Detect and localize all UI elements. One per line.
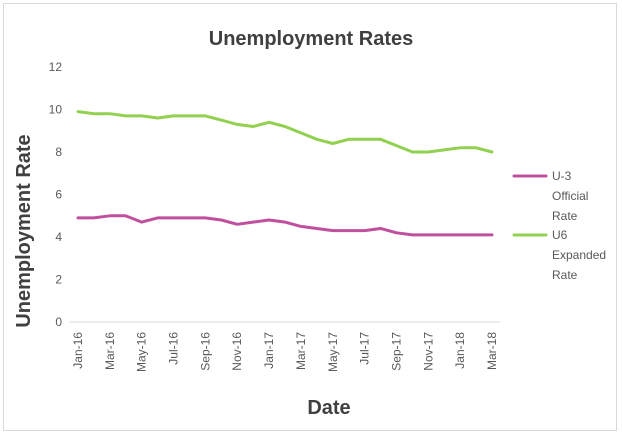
x-axis-title: Date [307, 397, 350, 419]
legend-label: Expanded [552, 248, 606, 262]
y-tick-label: 2 [55, 273, 62, 287]
x-tick-label: Mar-17 [294, 332, 308, 370]
x-axis-ticks: Jan-16 Mar-16 May-16 Jul-16 Sep-16 Nov-16 Jan-… [71, 332, 499, 372]
series-line-u6 [76, 110, 494, 154]
x-tick-label: Jul-16 [167, 332, 181, 365]
y-tick-label: 4 [55, 230, 62, 244]
legend-label: U6 [552, 228, 568, 242]
x-tick-label: May-16 [135, 332, 149, 372]
y-tick-label: 8 [55, 145, 62, 159]
x-tick-label: May-17 [326, 332, 340, 372]
series-line-u3 [76, 214, 494, 237]
y-tick-label: 0 [55, 315, 62, 329]
x-tick-label: Jan-18 [453, 332, 467, 369]
y-axis-title: Unemployment Rate [13, 134, 35, 327]
legend-label: Rate [552, 209, 578, 223]
y-tick-label: 10 [49, 103, 63, 117]
x-tick-label: Jan-17 [262, 332, 276, 369]
y-tick-label: 12 [49, 60, 63, 74]
y-tick-label: 6 [55, 188, 62, 202]
legend-label: Official [552, 189, 588, 203]
x-tick-label: Jan-16 [71, 332, 85, 369]
series-layer [76, 110, 494, 237]
y-axis-ticks: 0 2 4 6 8 10 12 [49, 60, 63, 329]
x-tick-label: Nov-17 [421, 332, 435, 371]
x-tick-label: Mar-18 [485, 332, 499, 370]
legend-label: Rate [552, 268, 578, 282]
x-tick-label: Sep-16 [198, 332, 212, 371]
legend-label: U-3 [552, 169, 572, 183]
x-tick-label: Nov-16 [230, 332, 244, 371]
x-tick-label: Mar-16 [103, 332, 117, 370]
x-tick-label: Sep-17 [389, 332, 403, 371]
x-tick-label: Jul-17 [358, 332, 372, 365]
legend: U-3 Official Rate U6 Expanded Rate [512, 169, 606, 282]
chart-title: Unemployment Rates [209, 28, 414, 50]
